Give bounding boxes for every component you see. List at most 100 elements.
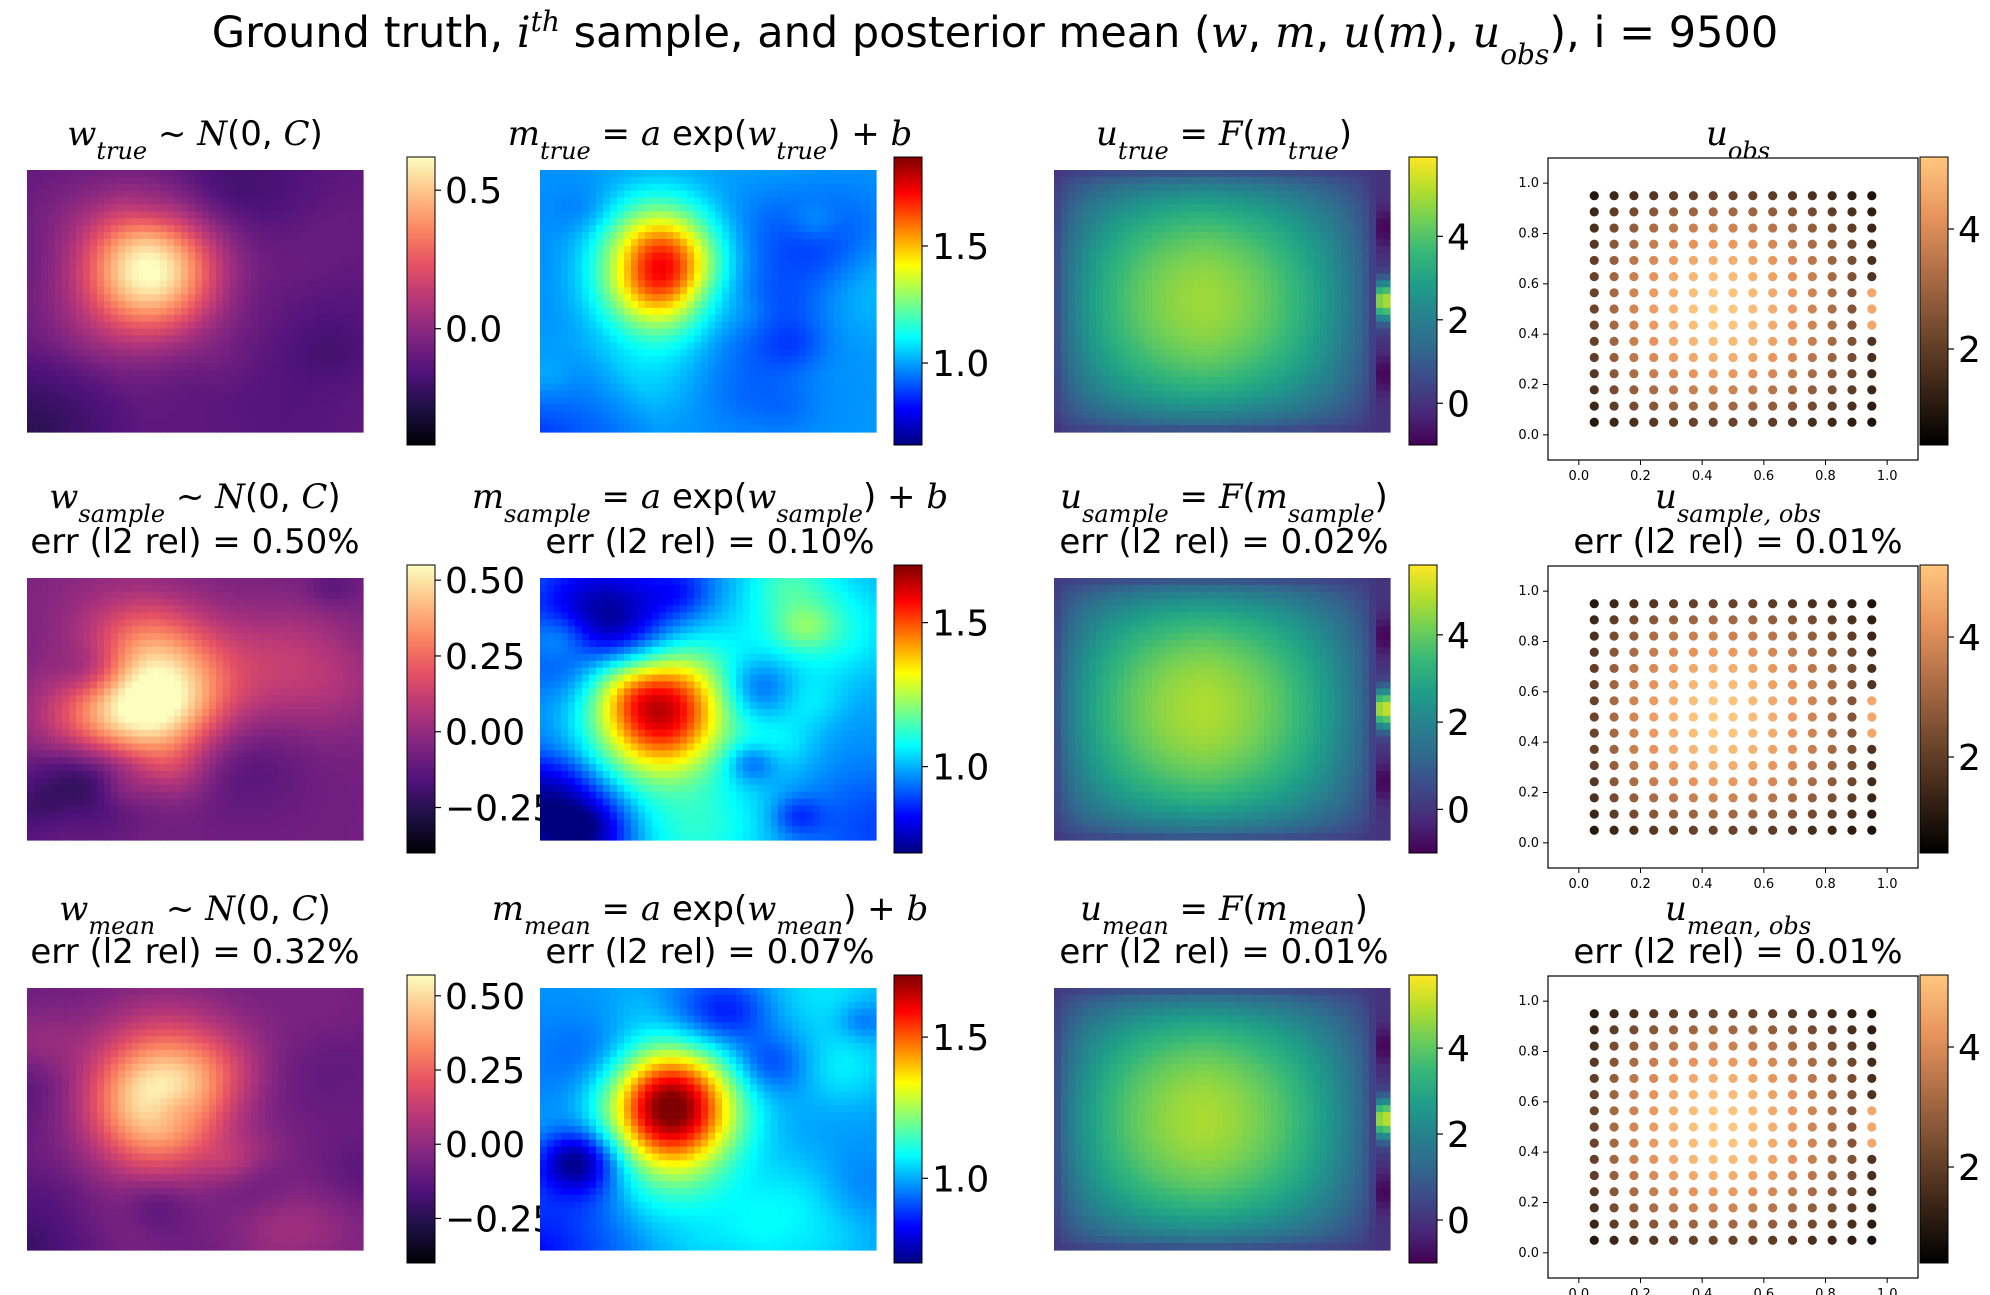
heat-cell [1243, 239, 1251, 246]
heat-cell [540, 232, 548, 239]
heat-cell [160, 301, 168, 308]
heat-cell [223, 308, 231, 315]
heat-cell [349, 391, 357, 398]
heat-cell [736, 411, 744, 418]
heat-cell [848, 211, 856, 218]
heat-cell [1152, 204, 1160, 211]
heat-cell [1362, 198, 1370, 205]
heat-cell [631, 370, 639, 377]
heat-cell [1229, 211, 1237, 218]
heat-cell [1355, 232, 1363, 239]
heat-cell [673, 184, 681, 191]
heat-cell [1124, 232, 1132, 239]
heat-cell [230, 370, 238, 377]
heat-cell [90, 170, 98, 177]
heat-cell [216, 253, 224, 260]
heat-cell [1166, 246, 1174, 253]
heat-cell [1278, 170, 1286, 177]
heat-cell [62, 218, 70, 225]
heat-cell [1313, 232, 1321, 239]
heat-cell [237, 177, 245, 184]
heat-cell [540, 260, 548, 267]
heat-cell [869, 391, 877, 398]
heat-cell [701, 260, 709, 267]
heat-cell [589, 280, 597, 287]
heat-cell [125, 204, 133, 211]
heat-cell [132, 294, 140, 301]
heat-cell [1313, 280, 1321, 287]
heat-cell [97, 211, 105, 218]
heat-cell [41, 342, 49, 349]
heat-cell [76, 253, 84, 260]
heat-cell [69, 260, 77, 267]
heat-cell [841, 411, 849, 418]
heat-cell [862, 370, 870, 377]
heat-cell [638, 315, 646, 322]
heat-cell [701, 191, 709, 198]
heat-cell [1369, 246, 1377, 253]
heat-cell [645, 342, 653, 349]
heat-cell [1271, 225, 1279, 232]
heat-cell [62, 246, 70, 253]
heat-cell [104, 280, 112, 287]
heat-cell [69, 170, 77, 177]
heat-cell [1243, 253, 1251, 260]
heat-cell [659, 356, 667, 363]
heat-cell [300, 356, 308, 363]
heat-cell [349, 335, 357, 342]
heat-cell [1215, 342, 1223, 349]
heat-cell [216, 273, 224, 280]
heat-cell [792, 204, 800, 211]
heat-cell [1229, 225, 1237, 232]
heat-cell [202, 287, 210, 294]
heat-cell [328, 425, 336, 432]
heat-cell [356, 170, 364, 177]
heat-cell [1110, 342, 1118, 349]
heat-cell [624, 377, 632, 384]
heat-cell [55, 411, 63, 418]
heat-cell [547, 391, 555, 398]
heat-cell [1257, 253, 1265, 260]
heat-cell [596, 384, 604, 391]
heat-cell [230, 315, 238, 322]
heat-cell [729, 280, 737, 287]
heat-cell [631, 301, 639, 308]
heat-cell [1201, 232, 1209, 239]
heat-cell [1131, 322, 1139, 329]
heat-cell [97, 225, 105, 232]
heat-cell [356, 425, 364, 432]
heat-cell [799, 322, 807, 329]
heat-cell [356, 329, 364, 336]
heat-cell [750, 211, 758, 218]
heat-cell [785, 204, 793, 211]
heat-cell [1117, 301, 1125, 308]
heat-cell [736, 239, 744, 246]
heat-cell [139, 267, 147, 274]
heat-cell [139, 253, 147, 260]
heatmap-image [540, 170, 877, 433]
heat-cell [153, 294, 161, 301]
heat-cell [181, 335, 189, 342]
heat-cell [1236, 211, 1244, 218]
heat-cell [181, 294, 189, 301]
heat-cell [125, 267, 133, 274]
heat-cell [834, 411, 842, 418]
heat-cell [1173, 342, 1181, 349]
heat-cell [680, 391, 688, 398]
heat-cell [1208, 287, 1216, 294]
heat-cell [617, 398, 625, 405]
heat-cell [1299, 273, 1307, 280]
heat-cell [813, 349, 821, 356]
heat-cell [771, 211, 779, 218]
heat-cell [848, 177, 856, 184]
heat-cell [827, 280, 835, 287]
figure-title-part-2: sample, and posterior mean ( [560, 8, 1211, 58]
heat-cell [736, 335, 744, 342]
heat-cell [258, 301, 266, 308]
heat-cell [1159, 322, 1167, 329]
colorbar-tick-label: 1.5 [932, 227, 989, 268]
heat-cell [188, 287, 196, 294]
heat-cell [652, 363, 660, 370]
heat-cell [41, 239, 49, 246]
heat-cell [575, 287, 583, 294]
